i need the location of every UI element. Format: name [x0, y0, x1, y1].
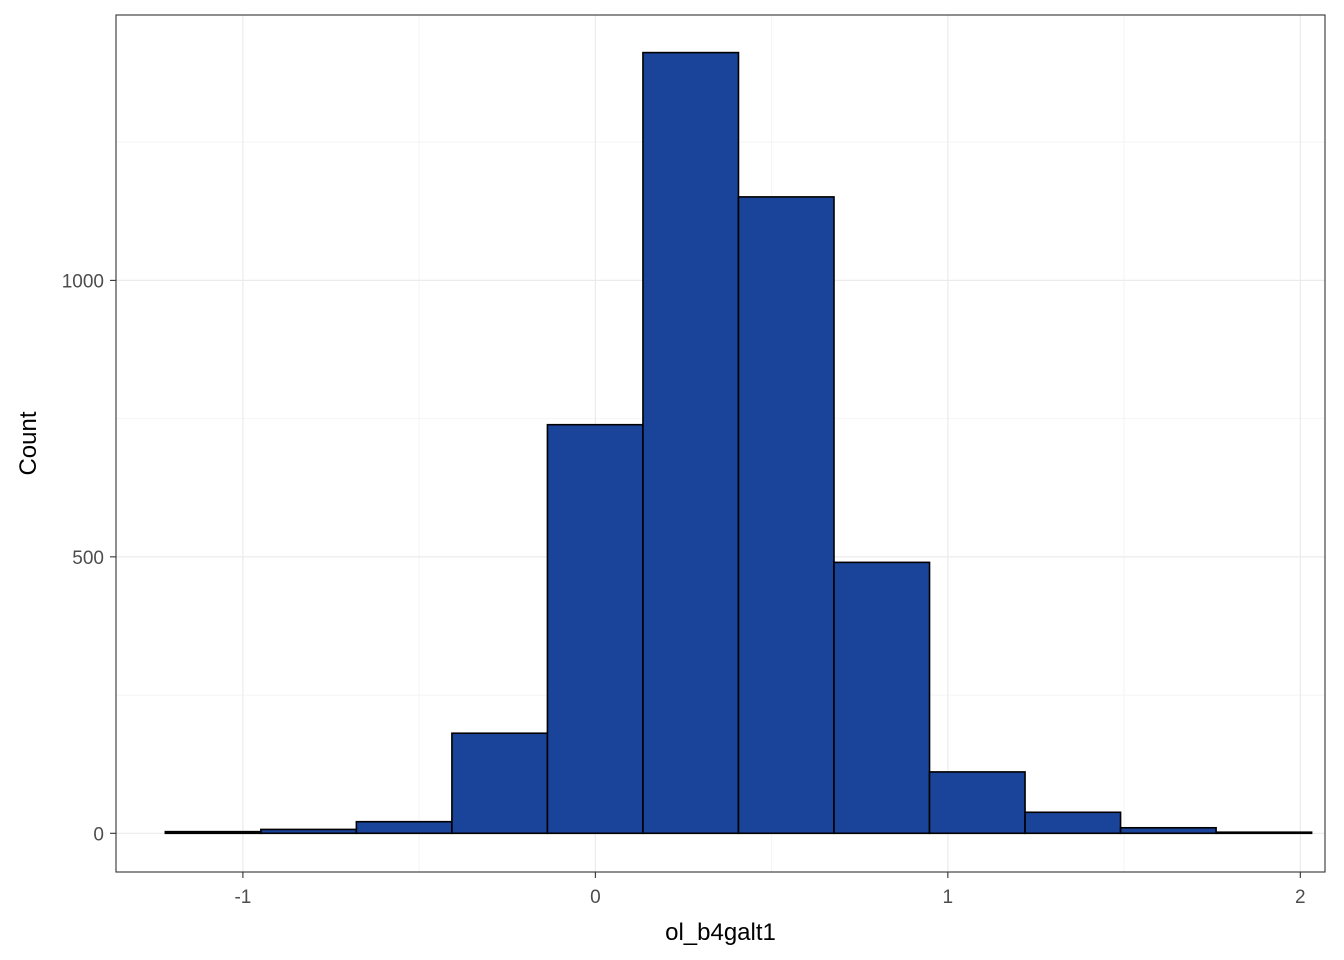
- x-tick-label: 2: [1295, 887, 1306, 908]
- histogram-bar-8: [833, 561, 931, 835]
- histogram-bar-10: [1024, 811, 1122, 835]
- histogram-bar-1: [164, 830, 262, 835]
- y-tick-label: 1000: [62, 271, 104, 292]
- histogram-bar-3: [355, 820, 453, 835]
- histogram-bar-6: [642, 51, 740, 835]
- x-tick-label: 0: [590, 887, 601, 908]
- histogram-bar-12: [1215, 831, 1313, 835]
- histogram-bars: [164, 51, 1313, 835]
- y-axis: 0 500 1000: [62, 271, 116, 845]
- y-tick-label: 0: [93, 824, 104, 845]
- histogram-bar-2: [260, 828, 358, 835]
- histogram-bar-5: [546, 423, 644, 835]
- histogram-bar-11: [1119, 826, 1217, 835]
- y-tick-label: 500: [72, 548, 104, 569]
- x-axis-title: ol_b4galt1: [665, 919, 776, 946]
- histogram-bar-9: [928, 771, 1026, 835]
- panel-border: [115, 14, 1326, 873]
- x-tick-label: 1: [943, 887, 954, 908]
- y-axis-title: Count: [15, 411, 42, 475]
- x-axis: -1 0 1 2: [234, 872, 1306, 908]
- x-tick-label: -1: [234, 887, 251, 908]
- histogram-bar-4: [451, 732, 549, 835]
- histogram-bar-7: [737, 196, 835, 835]
